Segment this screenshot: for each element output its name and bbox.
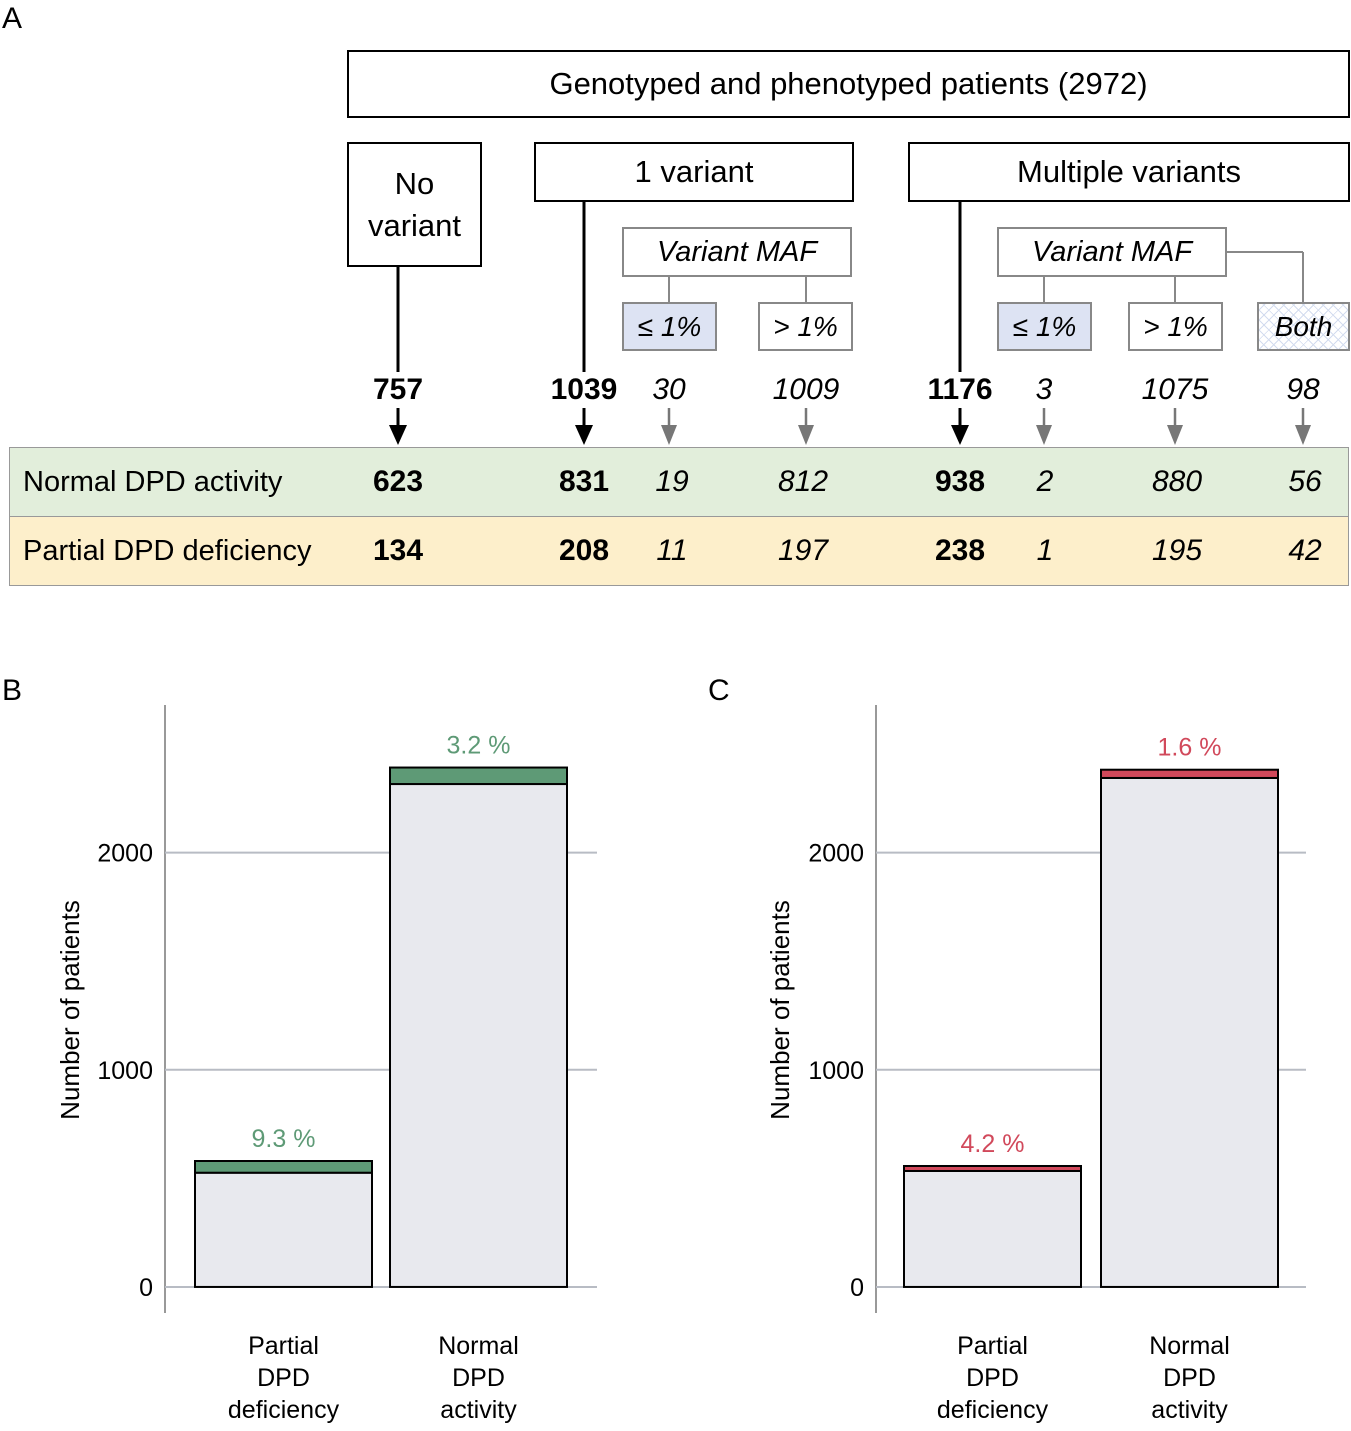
arrowhead (1295, 425, 1311, 445)
cell-value: 134 (372, 534, 424, 567)
group-box: No variant (347, 142, 482, 267)
subgroup-count: 1075 (1141, 373, 1209, 406)
cell-value: 56 (1288, 465, 1322, 498)
arrowhead (951, 425, 969, 445)
group-total: 1176 (927, 373, 993, 406)
panel-label: C (708, 674, 730, 707)
panel-label: A (2, 2, 23, 35)
panel-label: B (2, 674, 23, 707)
arrowhead (661, 425, 677, 445)
cell-value: 623 (372, 465, 424, 498)
cell-value: 238 (934, 534, 986, 567)
y-axis-label: Number of patients (765, 900, 795, 1120)
x-tick-label: Normal DPD activity (438, 1332, 519, 1424)
cell-value: 2 (1036, 465, 1054, 498)
subgroup-count: 1009 (772, 373, 840, 406)
cell-value: 1 (1036, 534, 1054, 567)
bar-segment (389, 783, 568, 1288)
maf-subgroup: > 1% (758, 302, 853, 351)
maf-subgroup: ≤ 1% (622, 302, 717, 351)
row-label: Partial DPD deficiency (23, 534, 312, 567)
arrowhead (798, 425, 814, 445)
cell-value: 208 (558, 534, 610, 567)
cell-value: 831 (558, 465, 610, 498)
percent-annotation: 4.2 % (961, 1130, 1025, 1158)
title-box: Genotyped and phenotyped patients (2972) (347, 50, 1350, 118)
bar-segment (194, 1160, 373, 1174)
maf-box: Variant MAF (997, 227, 1227, 277)
y-tick-label: 0 (850, 1274, 864, 1302)
bar-segment (194, 1171, 373, 1288)
bar-segment (1100, 768, 1279, 779)
maf-subgroup: Both (1257, 302, 1350, 351)
subgroup-count: 3 (1035, 373, 1053, 406)
bar-segment (389, 766, 568, 786)
y-tick-label: 2000 (808, 840, 864, 868)
percent-annotation: 9.3 % (252, 1125, 316, 1153)
bar-segment (903, 1169, 1082, 1288)
arrowhead (1036, 425, 1052, 445)
x-tick-label: Partial DPD deficiency (227, 1332, 340, 1424)
bar-segment (1100, 776, 1279, 1288)
y-tick-label: 0 (139, 1274, 153, 1302)
cell-value: 812 (777, 465, 829, 498)
maf-subgroup: > 1% (1128, 302, 1223, 351)
bar-segment (903, 1164, 1082, 1172)
table-row (9, 516, 1349, 586)
subgroup-count: 30 (652, 373, 686, 406)
cell-value: 880 (1151, 465, 1203, 498)
y-axis-label: Number of patients (55, 900, 85, 1120)
group-box: 1 variant (534, 142, 854, 202)
cell-value: 195 (1151, 534, 1203, 567)
group-total: 1039 (550, 373, 618, 406)
cell-value: 197 (777, 534, 829, 567)
y-tick-label: 1000 (808, 1057, 864, 1085)
arrowhead (575, 425, 593, 445)
percent-annotation: 1.6 % (1158, 734, 1222, 762)
x-tick-label: Normal DPD activity (1149, 1332, 1230, 1424)
group-box: Multiple variants (908, 142, 1350, 202)
arrowhead (1167, 425, 1183, 445)
maf-subgroup: ≤ 1% (997, 302, 1092, 351)
x-tick-label: Partial DPD deficiency (936, 1332, 1049, 1424)
percent-annotation: 3.2 % (447, 732, 511, 760)
subgroup-count: 98 (1286, 373, 1320, 406)
y-tick-label: 1000 (97, 1057, 153, 1085)
cell-value: 19 (655, 465, 689, 498)
y-tick-label: 2000 (97, 840, 153, 868)
group-total: 757 (372, 373, 424, 406)
arrowhead (389, 425, 407, 445)
cell-value: 42 (1288, 534, 1322, 567)
maf-box: Variant MAF (622, 227, 852, 277)
cell-value: 11 (656, 534, 688, 567)
row-label: Normal DPD activity (23, 465, 283, 498)
cell-value: 938 (934, 465, 986, 498)
